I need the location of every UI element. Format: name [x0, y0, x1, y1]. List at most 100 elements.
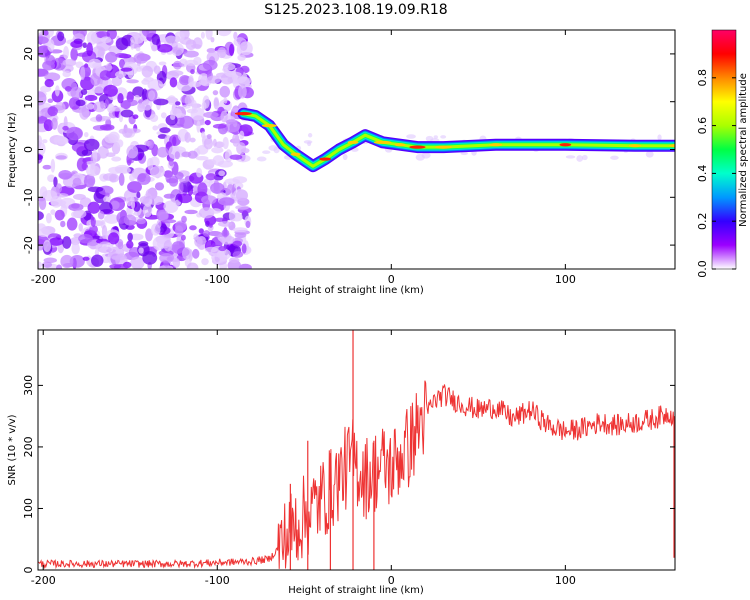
chart-title: S125.2023.108.19.09.R18: [264, 2, 447, 18]
spectrogram-noise-blob: [222, 63, 236, 71]
spectrogram-noise-blob: [256, 156, 267, 162]
spectrogram-noise-blob: [179, 75, 191, 86]
spectrogram-noise-blob: [76, 157, 87, 172]
spectrogram-noise-blob: [224, 121, 241, 133]
spectrogram-noise-blob: [178, 181, 184, 194]
spectrogram-noise-blob: [188, 265, 196, 269]
spectrogram-noise-blob: [153, 65, 161, 75]
spectrogram-noise-blob: [70, 40, 83, 49]
spectrogram-noise-blob: [149, 166, 166, 178]
spectrogram-noise-blob: [214, 141, 225, 148]
spectrogram-noise-blob: [201, 258, 209, 266]
spectrogram-noise-blob: [174, 151, 180, 160]
spectrogram-y-tick-label: 10: [22, 95, 35, 109]
spectrogram-noise-blob: [203, 230, 211, 237]
spectrogram-noise-blob: [645, 150, 654, 158]
spectrogram-noise-blob: [130, 256, 145, 269]
spectrogram-noise-blob: [138, 153, 143, 161]
spectrogram-noise-blob: [43, 30, 49, 36]
spectrogram-noise-blob: [189, 225, 197, 231]
spectrogram-noise-blob: [213, 97, 220, 110]
spectrogram-hotspot: [373, 140, 392, 144]
spectrogram-noise-blob: [141, 65, 153, 78]
spectrogram-noise-blob: [111, 76, 123, 87]
spectrogram-noise-blob: [126, 240, 134, 249]
spectrogram-noise-blob: [136, 218, 146, 225]
snr-panel: -200 -100 0 100 0 100 200 300 Height of straig…: [7, 329, 676, 596]
spectrogram-noise-blob: [196, 120, 201, 133]
spectrogram-noise-blob: [194, 236, 203, 247]
spectrogram-noise-blob: [163, 239, 173, 252]
spectrogram-noise-blob: [168, 175, 179, 187]
spectrogram-noise-blob: [86, 42, 93, 57]
spectrogram-noise-blob: [184, 132, 191, 143]
spectrogram-noise-blob: [170, 113, 176, 121]
spectrogram-noise-blob: [216, 30, 232, 37]
spectrogram-hotspot: [628, 144, 641, 148]
spectrogram-noise-blob: [149, 114, 159, 122]
spectrogram-noise-blob: [197, 182, 208, 197]
spectrogram-noise-blob: [425, 135, 434, 142]
spectrogram-noise-blob: [83, 138, 100, 152]
spectrogram-noise-blob: [55, 155, 67, 160]
spectrogram-noise-blob: [72, 177, 82, 187]
spectrogram-x-tick-label: -200: [31, 273, 56, 286]
spectrogram-noise-blob: [303, 140, 313, 144]
spectrogram-noise-blob: [100, 100, 105, 109]
snr-y-tick-label: 0: [22, 567, 35, 574]
spectrogram-noise-blob: [122, 99, 138, 107]
spectrogram-noise-blob: [181, 247, 192, 260]
spectrogram-noise-blob: [60, 220, 66, 228]
spectrogram-noise-blob: [44, 79, 54, 88]
spectrogram-noise-blob: [191, 44, 202, 49]
spectrogram-noise-blob: [203, 137, 214, 150]
spectrogram-noise-blob: [184, 59, 199, 66]
spectrogram-noise-blob: [147, 79, 164, 91]
spectrogram-noise-blob: [127, 181, 142, 193]
spectrogram-noise-blob: [54, 85, 60, 97]
spectrogram-noise-blob: [219, 235, 236, 245]
spectrogram-noise-blob: [229, 257, 240, 264]
spectrogram-noise-blob: [105, 51, 118, 63]
spectrogram-noise-blob: [217, 221, 233, 227]
spectrogram-noise-blob: [103, 196, 110, 203]
spectrogram-noise-blob: [173, 60, 182, 70]
spectrogram-noise-blob: [169, 77, 178, 88]
spectrogram-noise-blob: [105, 63, 112, 72]
spectrogram-noise-blob: [262, 150, 271, 155]
spectrogram-noise-blob: [213, 217, 228, 222]
spectrogram-hotspot: [347, 140, 359, 144]
spectrogram-noise-blob: [168, 157, 174, 167]
spectrogram-noise-blob: [177, 193, 193, 204]
spectrogram-noise-blob: [130, 35, 145, 44]
spectrogram-noise-blob: [201, 195, 217, 205]
spectrogram-noise-blob: [55, 183, 63, 194]
spectrogram-noise-blob: [104, 99, 109, 108]
spectrogram-noise-blob: [153, 98, 169, 106]
spectrogram-y-tick-label: 20: [22, 47, 35, 61]
spectrogram-noise-blob: [146, 157, 154, 171]
spectrogram-noise-blob: [99, 201, 113, 214]
spectrogram-noise-blob: [576, 155, 584, 162]
spectrogram-noise-blob: [175, 101, 181, 106]
spectrogram-noise-blob: [70, 47, 78, 62]
spectrogram-noise-blob: [132, 114, 139, 119]
spectrogram-noise-blob: [50, 158, 56, 173]
spectrogram-noise-blob: [136, 191, 141, 199]
spectrogram-noise-blob: [45, 212, 52, 224]
spectrogram-noise-blob: [38, 135, 43, 147]
spectrogram-hotspot: [394, 143, 406, 147]
snr-x-label: Height of straight line (km): [288, 585, 424, 596]
spectrogram-noise-blob: [49, 237, 64, 246]
colorbar-gradient: [711, 29, 737, 270]
spectrogram-noise-blob: [127, 232, 133, 242]
spectrogram-noise-blob: [179, 178, 189, 183]
spectrogram-hotspot: [234, 112, 252, 116]
spectrogram-noise-blob: [200, 131, 206, 139]
spectrogram-noise-blob: [167, 95, 177, 105]
spectrogram-noise-blob: [203, 111, 219, 119]
spectrogram-noise-blob: [233, 31, 238, 40]
spectrogram-noise-blob: [95, 114, 103, 122]
spectrogram-noise-blob: [88, 58, 102, 69]
spectrogram-noise-blob: [118, 172, 125, 186]
